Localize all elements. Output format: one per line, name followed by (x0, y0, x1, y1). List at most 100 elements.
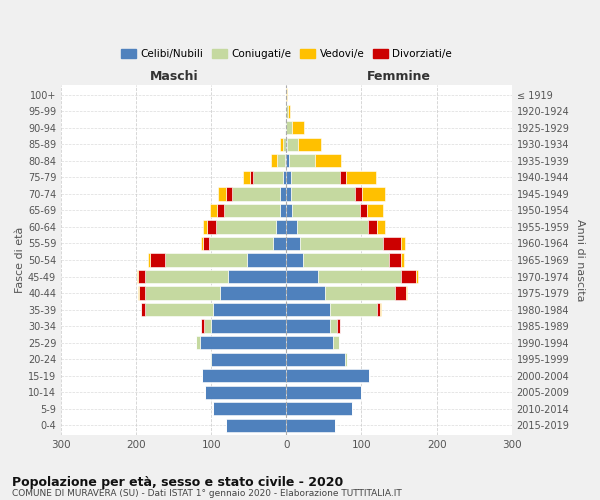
Bar (286, 303, 330, 316)
Bar (243, 171, 250, 184)
Bar (145, 286, 220, 300)
Legend: Celibi/Nubili, Coniugati/e, Vedovi/e, Divorziati/e: Celibi/Nubili, Coniugati/e, Vedovi/e, Di… (116, 44, 456, 63)
Bar (298, 138, 321, 151)
Bar (291, 171, 340, 184)
Bar (211, 320, 286, 332)
Bar (202, 369, 286, 382)
Bar (200, 336, 286, 349)
Bar (228, 270, 286, 283)
Bar (360, 204, 367, 217)
Bar (280, 188, 286, 200)
Bar (286, 320, 330, 332)
Text: Popolazione per età, sesso e stato civile - 2020: Popolazione per età, sesso e stato civil… (12, 476, 343, 489)
Bar (285, 154, 286, 168)
Bar (368, 220, 377, 234)
Bar (283, 171, 286, 184)
Bar (286, 286, 325, 300)
Bar (217, 204, 224, 217)
Y-axis label: Anni di nascita: Anni di nascita (575, 218, 585, 301)
Bar (333, 336, 339, 349)
Y-axis label: Fasce di età: Fasce di età (15, 227, 25, 293)
Bar (286, 254, 303, 266)
Bar (286, 352, 345, 366)
Bar (380, 303, 381, 316)
Bar (218, 188, 226, 200)
Bar (289, 154, 315, 168)
Bar (318, 270, 401, 283)
Bar (207, 220, 216, 234)
Bar (389, 254, 401, 266)
Bar (286, 88, 287, 102)
Bar (286, 171, 291, 184)
Bar (203, 237, 209, 250)
Bar (213, 303, 286, 316)
Bar (383, 237, 401, 250)
Bar (220, 286, 286, 300)
Bar (271, 154, 277, 168)
Bar (377, 220, 385, 234)
Bar (286, 188, 291, 200)
Bar (292, 204, 360, 217)
Bar (164, 254, 247, 266)
Bar (286, 104, 288, 118)
Bar (145, 270, 228, 283)
Bar (286, 138, 287, 151)
Bar (210, 352, 211, 366)
Bar (280, 138, 283, 151)
Bar (367, 204, 383, 217)
Bar (303, 254, 389, 266)
Bar (145, 303, 213, 316)
Bar (283, 138, 286, 151)
Bar (137, 270, 145, 283)
Bar (216, 220, 276, 234)
Bar (330, 303, 377, 316)
Bar (277, 154, 285, 168)
Text: COMUNE DI MURAVERA (SU) - Dati ISTAT 1° gennaio 2020 - Elaborazione TUTTITALIA.I: COMUNE DI MURAVERA (SU) - Dati ISTAT 1° … (12, 489, 402, 498)
Bar (148, 254, 149, 266)
Bar (401, 237, 405, 250)
Bar (226, 418, 286, 432)
Bar (287, 138, 298, 151)
Bar (247, 254, 286, 266)
Bar (280, 204, 286, 217)
Bar (149, 254, 164, 266)
Bar (315, 154, 341, 168)
Bar (330, 320, 337, 332)
Bar (300, 237, 383, 250)
Bar (204, 320, 211, 332)
Bar (286, 386, 361, 399)
Bar (232, 188, 280, 200)
Bar (346, 171, 376, 184)
Bar (209, 237, 273, 250)
Bar (276, 220, 286, 234)
Bar (196, 336, 200, 349)
Bar (286, 121, 292, 134)
Bar (286, 237, 300, 250)
Bar (286, 418, 335, 432)
Bar (211, 204, 217, 217)
Bar (285, 121, 286, 134)
Bar (286, 369, 369, 382)
Bar (286, 220, 297, 234)
Bar (286, 204, 292, 217)
Bar (401, 254, 404, 266)
Bar (202, 320, 204, 332)
Bar (406, 286, 407, 300)
Bar (325, 286, 395, 300)
Bar (203, 220, 207, 234)
Bar (286, 336, 333, 349)
Bar (297, 220, 368, 234)
Bar (250, 171, 253, 184)
Bar (362, 188, 385, 200)
Bar (395, 286, 406, 300)
Bar (226, 188, 232, 200)
Bar (286, 154, 289, 168)
Bar (292, 121, 304, 134)
Bar (345, 352, 347, 366)
Bar (273, 237, 286, 250)
Text: Femmine: Femmine (367, 70, 431, 83)
Bar (201, 237, 203, 250)
Bar (286, 402, 352, 415)
Bar (291, 188, 355, 200)
Bar (416, 270, 418, 283)
